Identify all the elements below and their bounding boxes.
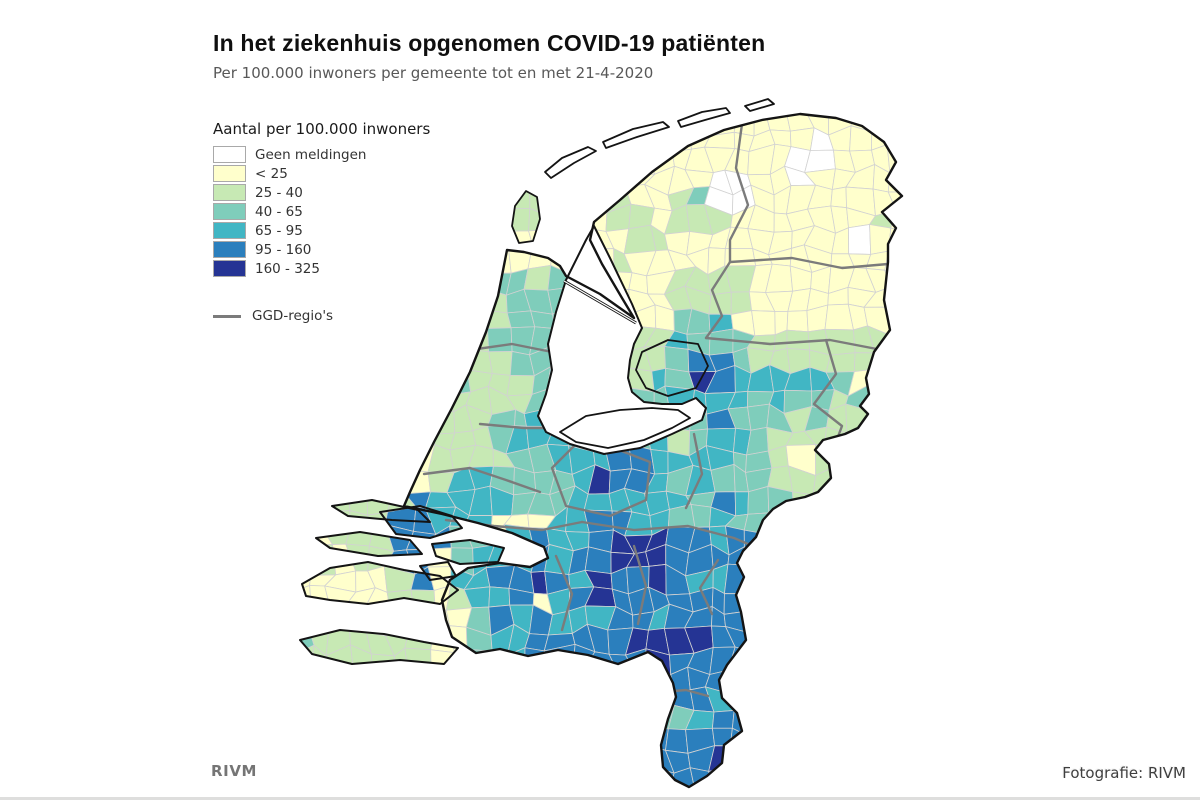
- legend-item-label: < 25: [255, 165, 288, 182]
- legend-item: Geen meldingen: [213, 145, 430, 164]
- legend-item: 25 - 40: [213, 183, 430, 202]
- wadden-island: [677, 107, 731, 128]
- legend-item: 95 - 160: [213, 240, 430, 259]
- zeeland-island-outline: [431, 539, 505, 565]
- page-subtitle: Per 100.000 inwoners per gemeente tot en…: [213, 64, 654, 82]
- ggd-region-borders-layer: [422, 122, 890, 698]
- zeeland-island-outline: [419, 561, 457, 581]
- legend-swatch-95-160: [213, 241, 246, 258]
- ggd-region-label: GGD-regio's: [252, 308, 334, 324]
- legend-swatch-40-65: [213, 203, 246, 220]
- zeeland-island-outline: [331, 499, 431, 523]
- legend-item-label: 25 - 40: [255, 184, 303, 201]
- map-legend: Aantal per 100.000 inwoners Geen melding…: [213, 120, 430, 324]
- zeeland-island-outline: [379, 505, 463, 539]
- legend-swatch-geen-meldingen: [213, 146, 246, 163]
- legend-item-label: 40 - 65: [255, 203, 303, 220]
- legend-item-label: 160 - 325: [255, 260, 320, 277]
- legend-swatch-25-40: [213, 184, 246, 201]
- bottom-border: [0, 797, 1200, 800]
- wadden-island: [602, 121, 670, 149]
- legend-item: < 25: [213, 164, 430, 183]
- legend-swatch-65-95: [213, 222, 246, 239]
- page-title: In het ziekenhuis opgenomen COVID-19 pat…: [213, 30, 766, 56]
- texel-outline: [511, 190, 541, 244]
- noordoostpolder-outline: [635, 339, 709, 397]
- flevoland-outline: [559, 407, 691, 449]
- wadden-island: [744, 98, 775, 112]
- wadden-island: [544, 146, 597, 179]
- zeeland-island-outline: [301, 561, 459, 605]
- legend-swatch-160-325: [213, 260, 246, 277]
- ggd-region-line-swatch: [213, 314, 241, 318]
- legend-item-label: 65 - 95: [255, 222, 303, 239]
- legend-item: 65 - 95: [213, 221, 430, 240]
- source-label: RIVM: [211, 762, 258, 780]
- legend-title: Aantal per 100.000 inwoners: [213, 120, 431, 138]
- legend-item: 40 - 65: [213, 202, 430, 221]
- photo-credit: Fotografie: RIVM: [1062, 764, 1186, 782]
- country-outline-layer: [299, 112, 904, 789]
- zeeland-island-outline: [315, 531, 423, 557]
- zeeland-island-outline: [299, 629, 459, 665]
- legend-item: 160 - 325: [213, 259, 430, 278]
- legend-swatch-lt-25: [213, 165, 246, 182]
- legend-item-label: Geen meldingen: [255, 146, 367, 163]
- legend-ggd-row: GGD-regio's: [213, 308, 430, 324]
- legend-item-label: 95 - 160: [255, 241, 312, 258]
